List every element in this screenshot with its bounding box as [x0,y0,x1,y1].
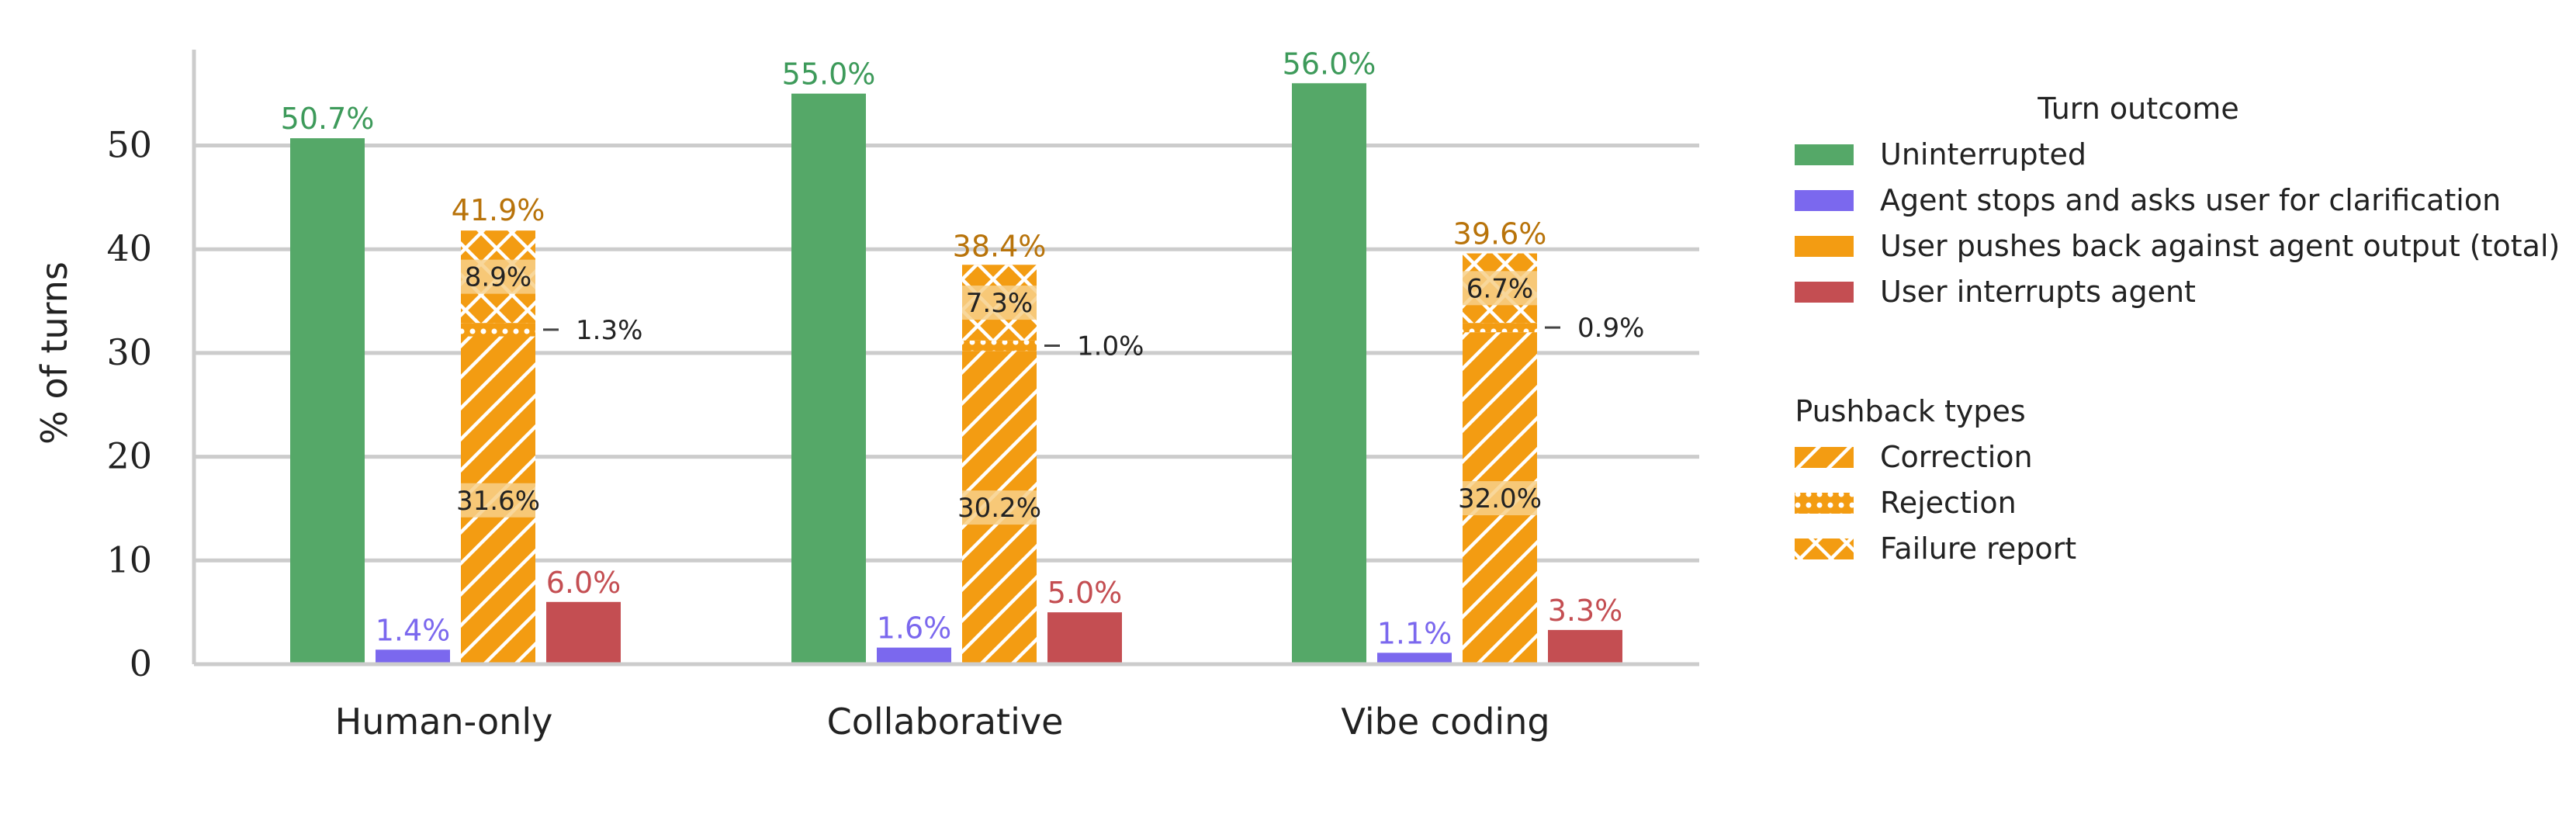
label-interrupt-0: 6.0% [546,566,621,600]
failure-report-label-0: 8.9% [465,262,531,293]
rejection-label-1: 1.0% [1077,331,1144,362]
y-tick-label-10: 10 [106,538,152,580]
label-pushback-2: 39.6% [1453,217,1547,251]
y-tick-label-50: 50 [106,124,152,166]
label-pushback-1: 38.4% [953,230,1047,264]
bar-uninterrupted-0 [290,138,365,665]
axes: % of turns [33,50,1699,667]
bar-rejection-hatch-0 [461,323,535,337]
rejection-label-2: 0.9% [1577,313,1644,344]
label-uninterrupted-2: 56.0% [1283,47,1376,81]
correction-label-bg-2 [1463,481,1537,516]
label-interrupt-2: 3.3% [1548,594,1623,628]
failure-report-label-bg-2 [1463,271,1537,306]
rejection-label-0: 1.3% [576,315,642,346]
x-tick-label-2: Vibe coding [1341,701,1549,743]
label-uninterrupted-1: 55.0% [782,57,876,92]
legend-swatch-uninterrupted [1795,144,1854,165]
failure-report-label-bg-1 [962,286,1037,320]
bar-clarification-0 [376,649,450,664]
label-clarification-1: 1.6% [877,611,952,646]
legend-swatch-clarification [1795,190,1854,211]
y-tick-label-0: 0 [130,642,152,684]
bars [290,83,1622,665]
bar-rejection-hatch-1 [962,340,1037,351]
legend-swatch-failure-report [1795,538,1854,559]
x-tick-label-0: Human-only [335,701,553,743]
failure-report-label-1: 7.3% [966,288,1033,319]
bar-rejection-1 [962,340,1037,351]
legend-item-interrupt: User interrupts agent [1880,275,2196,309]
legend-item-correction: Correction [1880,440,2033,474]
bar-clarification-2 [1377,653,1452,664]
failure-report-label-bg-0 [461,259,535,294]
correction-label-0: 31.6% [456,486,540,517]
label-pushback-0: 41.9% [452,193,545,227]
correction-label-2: 32.0% [1458,483,1542,514]
correction-label-bg-0 [461,483,535,518]
bar-uninterrupted-2 [1292,83,1366,664]
bar-uninterrupted-1 [791,93,866,664]
y-tick-label-40: 40 [106,227,152,269]
legend: Turn outcome Uninterrupted Agent stops a… [1795,92,2560,566]
y-tick-label-30: 30 [106,331,152,373]
y-axis-label: % of turns [33,261,75,445]
bar-rejection-0 [461,323,535,337]
correction-label-bg-1 [962,490,1037,525]
legend-item-failure-report: Failure report [1880,532,2076,566]
legend-swatch-rejection [1795,493,1854,514]
label-interrupt-1: 5.0% [1047,576,1123,610]
label-clarification-2: 1.1% [1377,616,1452,650]
legend-item-pushback: User pushes back against agent output (t… [1880,229,2560,263]
correction-label-1: 30.2% [957,493,1041,524]
bar-interrupt-2 [1548,629,1622,664]
legend-item-clarification: Agent stops and asks user for clarificat… [1880,183,2501,217]
legend-swatch-interrupt [1795,282,1854,303]
y-tick-label-20: 20 [106,435,152,477]
failure-report-label-2: 6.7% [1466,273,1533,304]
legend-item-uninterrupted: Uninterrupted [1880,137,2086,171]
label-clarification-0: 1.4% [376,613,451,647]
legend-item-rejection: Rejection [1880,486,2017,520]
bar-interrupt-0 [546,601,621,664]
grid-lines [194,144,1699,563]
bar-rejection-2 [1463,323,1537,333]
legend-swatch-correction [1795,447,1854,468]
bar-rejection-hatch-2 [1463,323,1537,333]
legend-swatch-pushback [1795,236,1854,257]
legend-title-pushback-types: Pushback types [1795,394,2025,428]
x-tick-label-1: Collaborative [827,701,1064,743]
bar-clarification-1 [877,647,951,664]
legend-title-turn-outcome: Turn outcome [2037,92,2238,126]
label-uninterrupted-0: 50.7% [281,102,375,136]
data-labels: 0 10 20 30 40 50 Human-only 50.7% 1.4% 31.6% 8.9% 1… [106,47,1644,743]
bar-interrupt-1 [1047,612,1122,664]
